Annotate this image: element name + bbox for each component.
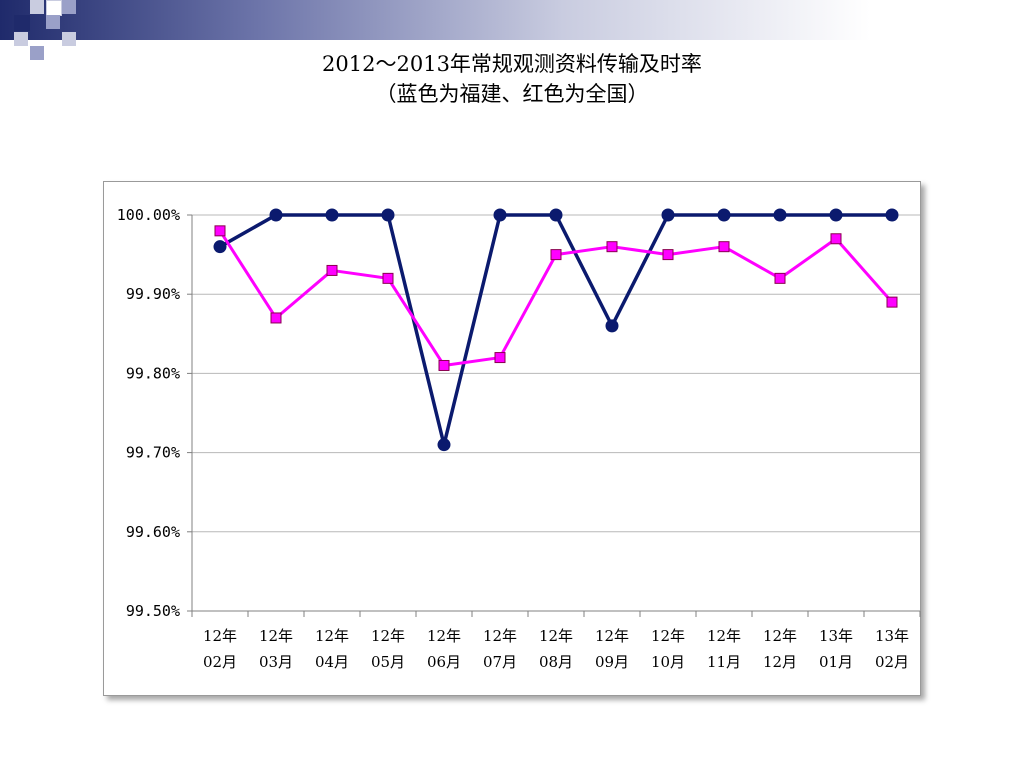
series-2-point: [326, 264, 338, 276]
x-tick-label-month: 03月: [259, 653, 293, 671]
x-tick-label-month: 02月: [203, 653, 237, 671]
slide-subtitle: （蓝色为福建、红色为全国）: [375, 82, 649, 106]
series-1-point: [605, 319, 619, 333]
x-tick-label-year: 12年: [203, 627, 237, 645]
logo-square-mid-2: [46, 15, 60, 29]
series-2-point: [718, 241, 730, 253]
series-2-point: [270, 312, 282, 324]
y-tick-label: 99.70%: [126, 444, 180, 462]
x-tick-label-month: 10月: [651, 653, 685, 671]
y-tick-label: 99.60%: [126, 523, 180, 541]
series-2-point: [606, 241, 618, 253]
series-1-point: [381, 208, 395, 222]
series-1-point: [269, 208, 283, 222]
x-tick-label-year: 13年: [819, 627, 853, 645]
x-tick-label-month: 11月: [707, 653, 741, 671]
series-1-point: [829, 208, 843, 222]
slide-title: 2012～2013年常规观测资料传输及时率: [322, 52, 702, 76]
x-tick-label-year: 12年: [595, 627, 629, 645]
series-2-point: [382, 272, 394, 284]
x-tick-label-month: 01月: [819, 653, 853, 671]
x-tick-label-year: 12年: [427, 627, 461, 645]
x-tick-label-year: 12年: [763, 627, 797, 645]
logo-square-light-3: [62, 32, 76, 46]
x-tick-label-month: 07月: [483, 653, 517, 671]
series-1-point: [213, 240, 227, 254]
x-tick-label-year: 12年: [315, 627, 349, 645]
chart-frame: [103, 181, 921, 696]
series-2-point: [438, 359, 450, 371]
logo-square-light: [30, 0, 44, 14]
x-tick-label-month: 04月: [315, 653, 349, 671]
series-2-point: [830, 233, 842, 245]
x-tick-label-year: 12年: [707, 627, 741, 645]
series-1-point: [661, 208, 675, 222]
x-tick-label-month: 08月: [539, 653, 573, 671]
x-tick-label-month: 06月: [427, 653, 461, 671]
x-tick-label-year: 12年: [259, 627, 293, 645]
series-2-point: [494, 352, 506, 364]
header-band: [0, 0, 1024, 40]
x-tick-label-month: 09月: [595, 653, 629, 671]
series-1-point: [325, 208, 339, 222]
x-tick-label-year: 12年: [371, 627, 405, 645]
logo-squares-decoration: [0, 0, 80, 64]
x-tick-label-year: 12年: [539, 627, 573, 645]
series-1-point: [717, 208, 731, 222]
series-1-point: [549, 208, 563, 222]
series-1-point: [437, 438, 451, 452]
series-2-point: [662, 249, 674, 261]
x-tick-label-year: 13年: [875, 627, 909, 645]
series-2-point: [886, 296, 898, 308]
logo-square-mid-3: [30, 46, 44, 60]
x-tick-label-year: 12年: [483, 627, 517, 645]
series-2-point: [550, 249, 562, 261]
series-1-point: [885, 208, 899, 222]
x-tick-label-year: 12年: [651, 627, 685, 645]
x-tick-label-month: 05月: [371, 653, 405, 671]
series-2-point: [214, 225, 226, 237]
series-2-point: [774, 272, 786, 284]
y-tick-label: 99.90%: [126, 285, 180, 303]
y-tick-label: 99.50%: [126, 602, 180, 620]
y-tick-label: 99.80%: [126, 364, 180, 382]
logo-square-dark: [14, 15, 30, 31]
x-tick-label-month: 02月: [875, 653, 909, 671]
y-tick-label: 100.00%: [117, 206, 180, 224]
x-tick-label-month: 12月: [763, 653, 797, 671]
series-1-point: [493, 208, 507, 222]
series-1-point: [773, 208, 787, 222]
logo-square-mid: [62, 0, 76, 14]
header-band-fade: [0, 40, 1024, 62]
logo-square-light-2: [14, 32, 28, 46]
